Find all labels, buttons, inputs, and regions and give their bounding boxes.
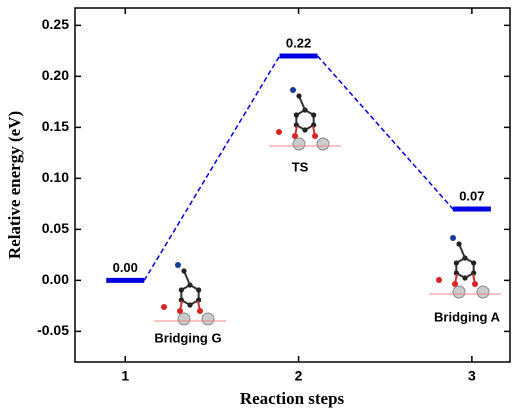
atom [181,268,187,274]
state-label: Bridging G [154,330,221,345]
x-tick-label: 2 [295,368,303,384]
state-label: Bridging A [434,309,501,324]
atom [316,137,330,151]
y-tick-label: 0.00 [42,271,69,287]
connector [143,55,281,281]
atom [450,235,456,241]
atom [302,127,308,133]
atom [201,312,215,326]
value-label: 0.07 [459,188,484,203]
plot-frame [74,7,511,363]
atom [293,112,299,118]
atom [178,287,184,293]
atom [296,93,302,99]
atom [177,312,191,326]
atom [456,241,462,247]
atom [187,302,193,308]
atom [471,260,477,266]
atom [462,275,468,281]
atom [290,87,296,93]
atom [436,277,442,283]
molecule-ring [180,283,200,307]
x-tick-label: 3 [468,368,476,384]
atom [161,304,167,310]
atom [177,308,183,314]
atom [476,285,490,299]
y-tick-label: -0.05 [37,322,69,338]
state-label: TS [292,159,309,174]
atom [453,260,459,266]
atom [292,133,298,139]
y-tick-label: 0.25 [42,16,69,32]
x-tick-label: 1 [121,368,129,384]
y-tick-label: 0.15 [42,118,69,134]
atom [311,112,317,118]
atom [197,308,203,314]
atom [276,129,282,135]
atom [452,285,466,299]
connector [317,55,454,210]
molecule-ring [295,108,315,132]
y-axis-title: Relative energy (eV) [5,111,24,259]
value-label: 0.22 [286,35,311,50]
y-tick-label: 0.05 [42,220,69,236]
molecule-ring [455,256,475,280]
atom [292,137,306,151]
y-tick-label: 0.10 [42,169,69,185]
x-axis-title: Reaction steps [240,389,345,408]
atom [175,262,181,268]
atom [312,133,318,139]
y-tick-label: 0.20 [42,67,69,83]
atom [472,281,478,287]
atom [452,281,458,287]
value-label: 0.00 [113,260,138,275]
atom [196,287,202,293]
